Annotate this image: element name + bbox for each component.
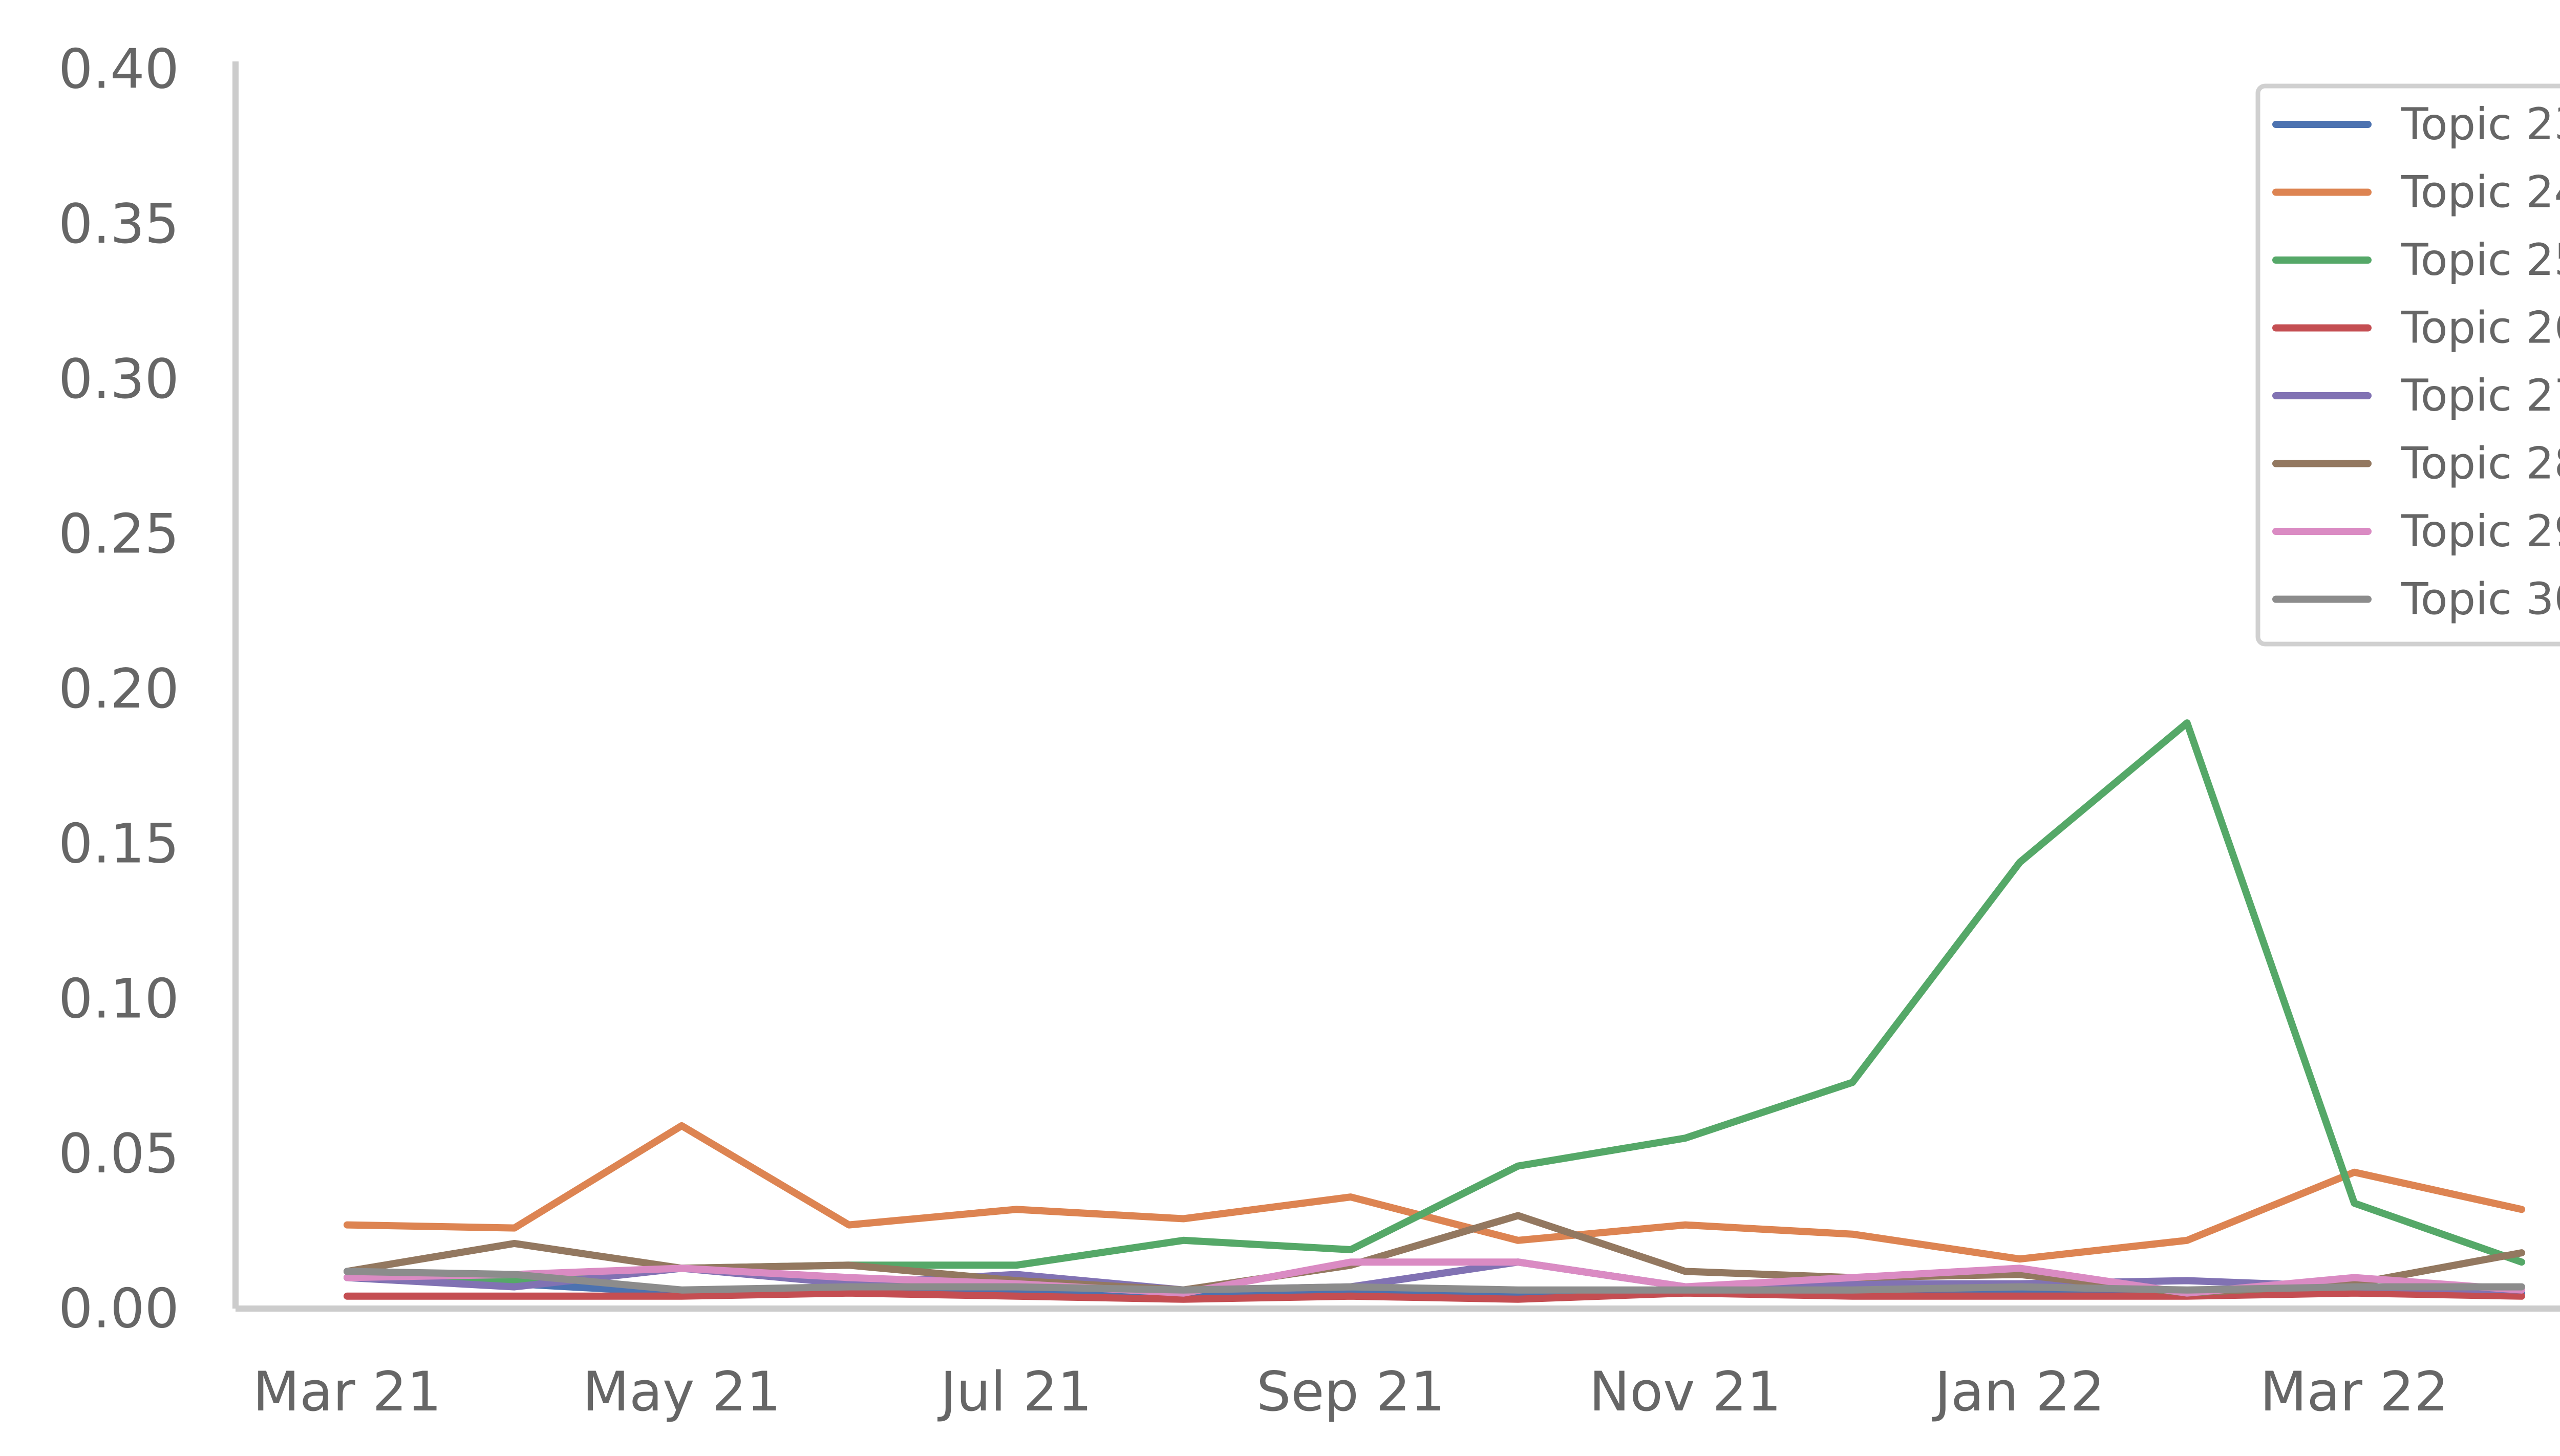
y-tick-label: 0.00 — [58, 1277, 179, 1340]
legend-entry-topic-23: Topic 23 — [2272, 99, 2560, 150]
legend-entry-topic-28: Topic 28 — [2272, 438, 2560, 489]
x-tick-label: Jan 22 — [1932, 1360, 2105, 1423]
y-tick-label: 0.30 — [58, 348, 179, 411]
y-axis-ticks: 0.00 0.05 0.10 0.15 0.20 0.25 0.30 0.35 0.40 — [58, 38, 179, 1340]
series-line-topic-26 — [344, 1289, 2525, 1303]
legend-items: Topic 23 Topic 24 Topic 25 Topic 26 Topic 27… — [2272, 99, 2560, 625]
legend-entry-topic-24: Topic 24 — [2272, 167, 2560, 218]
legend-label: Topic 29 — [2401, 506, 2560, 557]
y-tick-label: 0.10 — [58, 967, 179, 1030]
y-tick-label: 0.35 — [58, 192, 179, 255]
legend: Topic 23 Topic 24 Topic 25 Topic 26 Topic 27… — [2255, 83, 2560, 647]
legend-entry-topic-26: Topic 26 — [2272, 303, 2560, 354]
legend-label: Topic 24 — [2401, 167, 2560, 218]
series-layer — [344, 719, 2525, 1303]
x-tick-label: May 21 — [583, 1360, 781, 1423]
legend-label: Topic 25 — [2401, 234, 2560, 286]
y-tick-label: 0.15 — [58, 812, 179, 875]
legend-entry-topic-27: Topic 27 — [2272, 370, 2560, 421]
y-tick-label: 0.40 — [58, 38, 179, 101]
legend-label: Topic 30 — [2401, 574, 2560, 625]
legend-label: Topic 26 — [2401, 303, 2560, 354]
legend-frame — [2255, 83, 2560, 647]
x-tick-label: Sep 21 — [1256, 1360, 1445, 1423]
x-tick-label: Mar 22 — [2260, 1360, 2449, 1423]
series-line-topic-24 — [344, 1122, 2525, 1263]
legend-entry-topic-29: Topic 29 — [2272, 506, 2560, 557]
x-axis-ticks: Mar 21 May 21 Jul 21 Sep 21 Nov 21 Jan 22 Mar … — [253, 1360, 2449, 1423]
legend-label: Topic 27 — [2401, 370, 2560, 421]
y-tick-label: 0.25 — [58, 502, 179, 565]
y-tick-label: 0.05 — [58, 1122, 179, 1185]
legend-entry-topic-30: Topic 30 — [2272, 574, 2560, 625]
x-tick-label: Jul 21 — [937, 1360, 1092, 1423]
legend-label: Topic 28 — [2401, 438, 2560, 489]
legend-entry-topic-25: Topic 25 — [2272, 234, 2560, 286]
x-tick-label: Nov 21 — [1589, 1360, 1781, 1423]
y-tick-label: 0.20 — [58, 657, 179, 720]
series-line-topic-30 — [344, 1268, 2525, 1294]
legend-label: Topic 23 — [2401, 99, 2560, 150]
x-tick-label: Mar 21 — [253, 1360, 442, 1423]
